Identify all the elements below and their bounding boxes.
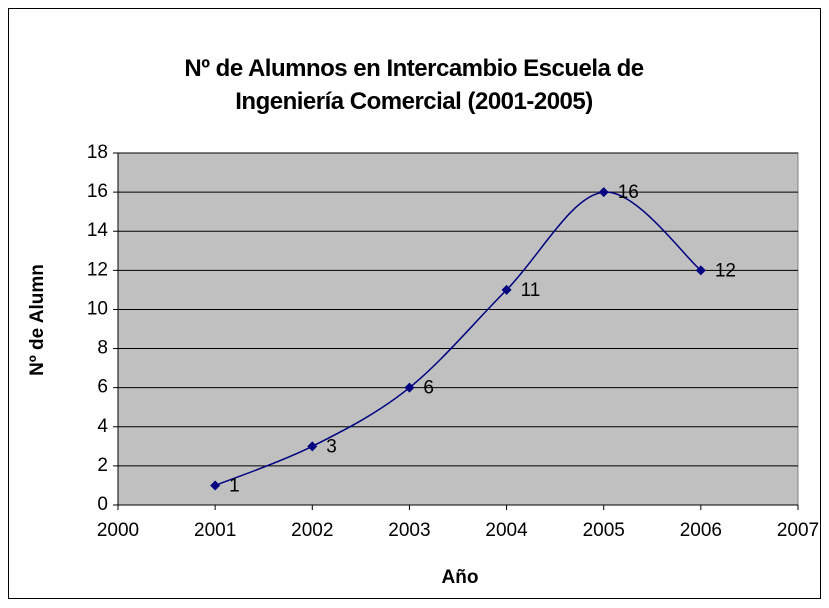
data-label: 12 bbox=[715, 260, 736, 281]
x-tick-label: 2002 bbox=[291, 520, 333, 541]
plot-area bbox=[117, 152, 799, 506]
data-label: 6 bbox=[423, 378, 434, 399]
data-point bbox=[501, 284, 512, 295]
x-tick-label: 2003 bbox=[388, 520, 430, 541]
data-point bbox=[695, 265, 706, 276]
data-label: 11 bbox=[521, 280, 541, 301]
data-label: 3 bbox=[326, 436, 337, 457]
y-tick-label: 2 bbox=[97, 455, 108, 476]
y-tick-label: 4 bbox=[97, 416, 108, 437]
y-axis-label: Nº de Alumn bbox=[27, 264, 48, 376]
x-tick-label: 2004 bbox=[485, 520, 528, 541]
y-tick-label: 0 bbox=[97, 494, 108, 515]
data-point bbox=[404, 382, 415, 393]
y-tick-label: 8 bbox=[97, 338, 108, 359]
series-line bbox=[214, 191, 702, 487]
y-tick-label: 6 bbox=[97, 377, 108, 398]
x-tick-label: 2007 bbox=[777, 520, 819, 541]
data-label: 16 bbox=[618, 182, 639, 203]
data-label: 1 bbox=[229, 475, 240, 496]
x-tick-label: 2005 bbox=[583, 520, 625, 541]
y-tick-label: 10 bbox=[87, 298, 108, 319]
y-tick-label: 18 bbox=[87, 142, 108, 163]
x-tick-label: 2001 bbox=[194, 520, 236, 541]
chart-title: Nº de Alumnos en Intercambio Escuela de … bbox=[184, 55, 644, 115]
y-tick-label: 16 bbox=[87, 181, 108, 202]
data-point bbox=[598, 187, 609, 198]
x-tick-label: 2000 bbox=[97, 520, 139, 541]
data-point bbox=[307, 441, 318, 452]
x-tick-label: 2006 bbox=[680, 520, 722, 541]
y-tick-label: 12 bbox=[87, 259, 108, 280]
x-axis-label: Año bbox=[442, 567, 479, 588]
y-tick-label: 14 bbox=[87, 220, 109, 241]
data-point bbox=[210, 480, 221, 491]
